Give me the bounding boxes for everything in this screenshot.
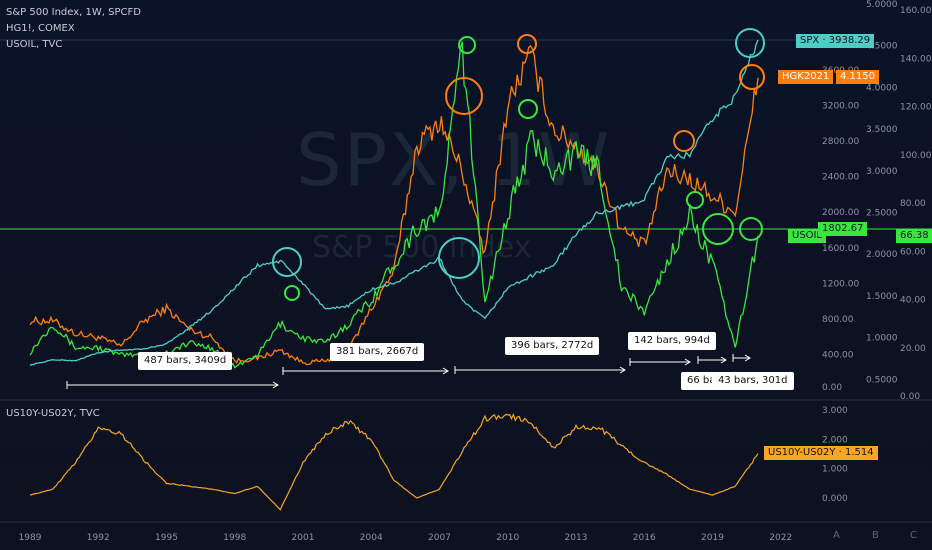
spx-price-tag: SPX · 3938.29	[796, 34, 875, 48]
oil-tick-label: 80.00	[900, 199, 926, 209]
copper-tick-label: 2.0000	[866, 250, 898, 260]
year-tick-label: 2001	[292, 533, 315, 543]
year-tick-label: 2013	[565, 533, 588, 543]
oil-tick-label: 20.00	[900, 344, 926, 354]
copper-tick-label: 1.5000	[866, 292, 898, 302]
usoil-line	[29, 41, 759, 369]
spread-tick-label: 1.000	[822, 465, 848, 475]
hg1--line	[29, 44, 759, 366]
oil-spx-tag: 1802.67	[818, 222, 868, 236]
highlight-circle	[673, 130, 695, 152]
oil-tick-label: 100.00	[900, 151, 932, 161]
spx-tick-label: 0.00	[822, 383, 842, 393]
highlight-circle	[458, 36, 476, 54]
copper-tick-label: 4.0000	[866, 83, 898, 93]
spx-tick-label: 2800.00	[822, 137, 859, 147]
oil-tick-label: 0.00	[900, 392, 920, 402]
highlight-circle	[438, 237, 480, 279]
highlight-circle	[702, 213, 734, 245]
annotation-label: 142 bars, 994d	[628, 332, 716, 350]
year-tick-label: 1989	[19, 533, 42, 543]
spx-tick-label: 400.00	[822, 350, 854, 360]
b-button[interactable]: B	[872, 530, 879, 541]
annotation-label: 381 bars, 2667d	[330, 343, 425, 361]
year-tick-label: 2022	[769, 533, 792, 543]
highlight-circle	[517, 34, 537, 54]
highlight-circle	[686, 191, 704, 209]
year-tick-label: 2019	[701, 533, 724, 543]
c-button[interactable]: C	[910, 530, 917, 541]
range-arrow-head	[744, 354, 751, 362]
year-tick-label: 1992	[87, 533, 110, 543]
year-tick-label: 2010	[496, 533, 519, 543]
spx-tick-label: 2400.00	[822, 173, 859, 183]
oil-tick-label: 60.00	[900, 247, 926, 257]
range-arrow-head	[684, 358, 691, 366]
spread-price-tag: US10Y-US02Y · 1.514	[764, 446, 878, 460]
copper-tick-label: 3.5000	[866, 125, 898, 135]
spx-tick-label: 2000.00	[822, 208, 859, 218]
year-tick-label: 2016	[633, 533, 656, 543]
spread-tick-label: 2.000	[822, 435, 848, 445]
highlight-circle	[445, 77, 483, 115]
spread-line	[29, 412, 759, 511]
spx-tick-label: 800.00	[822, 315, 854, 325]
legend-oil[interactable]: USOIL, TVC	[6, 39, 63, 50]
range-arrow-head	[619, 366, 626, 374]
annotation-label: 487 bars, 3409d	[138, 352, 233, 370]
copper-tick-label: 0.5000	[866, 375, 898, 385]
legend-copper[interactable]: HG1!, COMEX	[6, 23, 75, 34]
spx-tick-label: 3200.00	[822, 102, 859, 112]
legend-spread[interactable]: US10Y-US02Y, TVC	[6, 408, 100, 419]
annotation-label: 43 bars, 301d	[712, 372, 794, 390]
oil-tick-label: 140.00	[900, 54, 932, 64]
spread-tick-label: 0.000	[822, 494, 848, 504]
highlight-circle	[739, 217, 763, 241]
s-p-500-index-line	[29, 39, 759, 367]
copper-tick-label: 3.0000	[866, 167, 898, 177]
range-arrow-head	[720, 356, 727, 364]
year-tick-label: 1998	[223, 533, 246, 543]
oil-price-tag: 66.38	[896, 229, 932, 243]
copper-tick-label: 4.5000	[866, 42, 898, 52]
highlight-circle	[272, 247, 302, 277]
year-tick-label: 1995	[155, 533, 178, 543]
highlight-circle	[518, 99, 538, 119]
auto-scale-button[interactable]: A	[833, 530, 840, 541]
copper-tick-label: 1.0000	[866, 334, 898, 344]
range-arrow-head	[442, 367, 449, 375]
watermark-symbol: SPX, 1W	[296, 118, 612, 202]
copper-tick-label: 5.0000	[866, 0, 898, 10]
legend-spx[interactable]: S&P 500 Index, 1W, SPCFD	[6, 7, 141, 18]
copper-tick-label: 2.5000	[866, 209, 898, 219]
spx-tick-label: 1200.00	[822, 279, 859, 289]
year-tick-label: 2004	[360, 533, 383, 543]
oil-tick-label: 120.00	[900, 103, 932, 113]
highlight-circle	[735, 28, 765, 58]
highlight-circle	[284, 285, 300, 301]
highlight-circle	[739, 64, 765, 90]
annotation-label: 396 bars, 2772d	[505, 337, 600, 355]
copper-symbol-tag: HGK2021	[778, 70, 834, 84]
spread-tick-label: 3.000	[822, 406, 848, 416]
oil-tick-label: 160.00	[900, 6, 932, 16]
year-tick-label: 2007	[428, 533, 451, 543]
range-arrow-head	[272, 381, 279, 389]
copper-price-tag: 4.1150	[836, 70, 879, 84]
spx-tick-label: 1600.00	[822, 244, 859, 254]
oil-tick-label: 40.00	[900, 296, 926, 306]
oil-symbol-tag: USOIL	[788, 229, 827, 243]
